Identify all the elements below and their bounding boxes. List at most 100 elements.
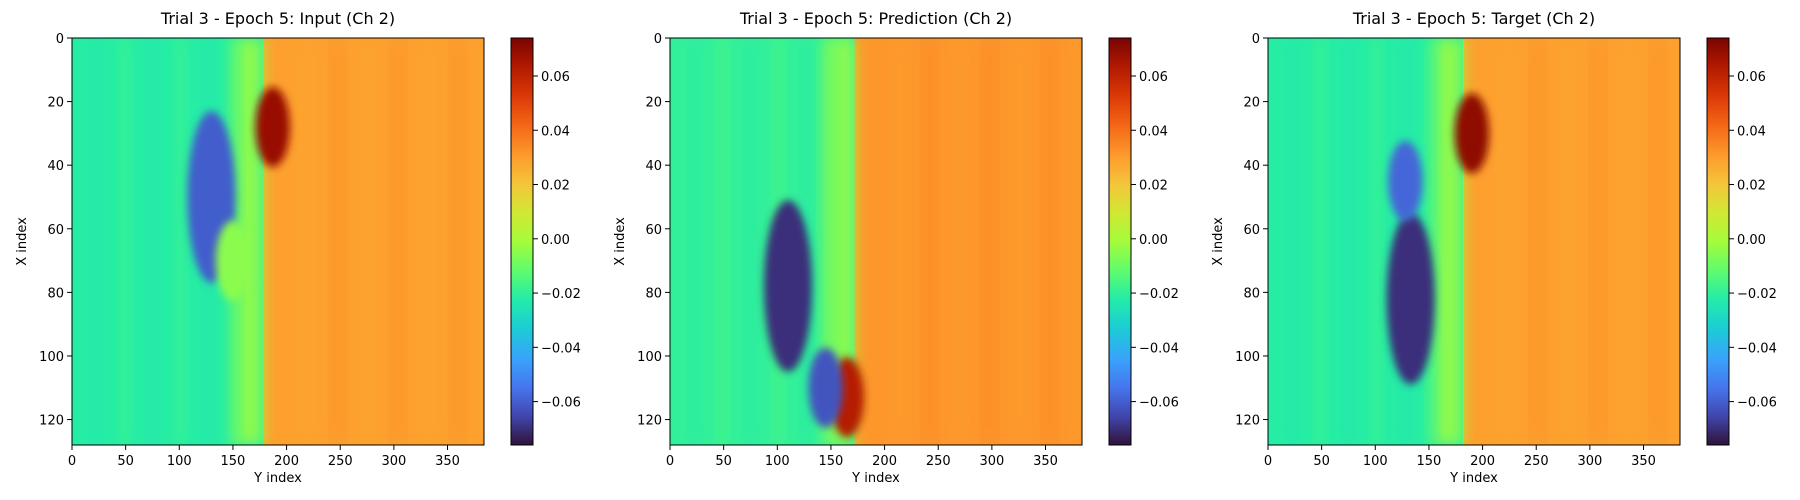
field-streak <box>894 38 905 445</box>
y-tick-label: 40 <box>1243 159 1260 174</box>
field-streak <box>482 38 484 445</box>
y-tick-label: 0 <box>654 32 662 47</box>
y-axis-label: X index <box>15 217 30 266</box>
field-streak <box>718 38 727 445</box>
colorbar-tick-label: 0.02 <box>541 179 570 194</box>
colorbar: −0.06 −0.04 −0.02 0.00 0.02 0.04 0.06 <box>510 37 581 446</box>
axes-frame <box>71 37 485 446</box>
x-tick-label: 150 <box>1417 454 1442 469</box>
y-axis-label: X index <box>613 217 628 266</box>
colorbar-tick-label: −0.06 <box>541 396 581 411</box>
field-streak <box>1044 38 1055 445</box>
field-streak <box>746 38 755 445</box>
y-tick-label: 80 <box>1243 286 1260 301</box>
front-feature <box>1386 212 1435 385</box>
colorbar-gradient <box>510 37 534 446</box>
x-tick-label: 250 <box>328 454 353 469</box>
colorbar-tick-label: 0.06 <box>541 70 570 85</box>
y-tick-label: 0 <box>56 32 64 47</box>
field-streak <box>176 38 185 445</box>
field-streak <box>924 38 935 445</box>
field-streak <box>1533 38 1544 445</box>
colorbar-tick-label: −0.02 <box>1139 287 1179 302</box>
field-streak <box>1428 38 1437 445</box>
y-tick-label: 80 <box>645 286 662 301</box>
y-tick-label: 120 <box>39 414 64 429</box>
x-axis-label: Y index <box>851 471 900 486</box>
y-tick-label: 60 <box>47 223 64 238</box>
chart-title: Trial 3 - Epoch 5: Input (Ch 2) <box>160 9 395 28</box>
x-tick-label: 50 <box>117 454 134 469</box>
y-tick-label: 80 <box>47 286 64 301</box>
x-tick-label: 150 <box>819 454 844 469</box>
colorbar-tick-label: 0.00 <box>1139 233 1168 248</box>
field-streak <box>362 38 373 445</box>
colorbar-gradient <box>1706 37 1730 446</box>
heatmap <box>670 38 1082 445</box>
colorbar-tick-label: 0.06 <box>1737 70 1766 85</box>
y-tick-label: 20 <box>1243 96 1260 111</box>
subplot-1: Trial 3 - Epoch 5: Input (Ch 2) 0 50 100 150… <box>15 9 581 486</box>
front-feature <box>1388 141 1423 222</box>
y-tick-label: 120 <box>637 414 662 429</box>
axes-frame <box>669 37 1083 446</box>
x-tick-label: 0 <box>68 454 76 469</box>
field-streak <box>830 38 839 445</box>
front-feature <box>255 86 290 168</box>
x-tick-label: 100 <box>765 454 790 469</box>
heatmap <box>1268 38 1693 445</box>
y-tick-label: 60 <box>645 223 662 238</box>
colorbar-gradient <box>1108 37 1132 446</box>
y-tick-label: 60 <box>1243 223 1260 238</box>
colorbar-tick-label: 0.04 <box>541 124 570 139</box>
subplot-2: Trial 3 - Epoch 5: Prediction (Ch 2) 0 50 1… <box>613 9 1179 486</box>
y-tick-label: 100 <box>1235 350 1260 365</box>
colorbar: −0.06 −0.04 −0.02 0.00 0.02 0.04 0.06 <box>1108 37 1179 446</box>
x-tick-label: 50 <box>715 454 732 469</box>
chart-title: Trial 3 - Epoch 5: Target (Ch 2) <box>1352 9 1595 28</box>
colorbar-tick-label: 0.04 <box>1737 124 1766 139</box>
field-streak <box>422 38 433 445</box>
x-axis-label: Y index <box>253 471 302 486</box>
subplot-3: Trial 3 - Epoch 5: Target (Ch 2) 0 50 100 15… <box>1211 9 1777 486</box>
x-tick-label: 350 <box>1033 454 1058 469</box>
field-streak <box>1014 38 1025 445</box>
field-streak <box>148 38 157 445</box>
colorbar-tick-label: −0.04 <box>1139 341 1179 356</box>
x-tick-label: 100 <box>167 454 192 469</box>
x-tick-label: 0 <box>1264 454 1272 469</box>
field-streak <box>452 38 463 445</box>
colorbar-tick-label: −0.02 <box>541 287 581 302</box>
field-streak <box>954 38 965 445</box>
field-streak <box>92 38 101 445</box>
field-streak <box>984 38 995 445</box>
x-tick-label: 100 <box>1363 454 1388 469</box>
axes-frame <box>1267 37 1681 446</box>
x-tick-label: 200 <box>872 454 897 469</box>
front-feature <box>808 347 843 428</box>
x-tick-label: 150 <box>221 454 246 469</box>
colorbar-tick-label: −0.06 <box>1139 396 1179 411</box>
colorbar-tick-label: 0.02 <box>1139 179 1168 194</box>
colorbar-tick-label: 0.06 <box>1139 70 1168 85</box>
field-streak <box>1653 38 1664 445</box>
colorbar-tick-label: 0.02 <box>1737 179 1766 194</box>
field-streak <box>1593 38 1604 445</box>
colorbar-tick-label: −0.06 <box>1737 396 1777 411</box>
y-axis-label: X index <box>1211 217 1226 266</box>
y-tick-label: 120 <box>1235 414 1260 429</box>
x-tick-label: 250 <box>1524 454 1549 469</box>
x-tick-label: 300 <box>979 454 1004 469</box>
field-streak <box>690 38 699 445</box>
x-tick-label: 200 <box>1470 454 1495 469</box>
field-streak <box>1683 38 1693 445</box>
colorbar-tick-label: −0.04 <box>541 341 581 356</box>
colorbar-tick-label: 0.00 <box>541 233 570 248</box>
colorbar-tick-label: −0.02 <box>1737 287 1777 302</box>
colorbar-tick-label: −0.04 <box>1737 341 1777 356</box>
y-tick-label: 20 <box>645 96 662 111</box>
colorbar-tick-label: 0.04 <box>1139 124 1168 139</box>
x-tick-label: 300 <box>381 454 406 469</box>
y-tick-label: 0 <box>1252 32 1260 47</box>
